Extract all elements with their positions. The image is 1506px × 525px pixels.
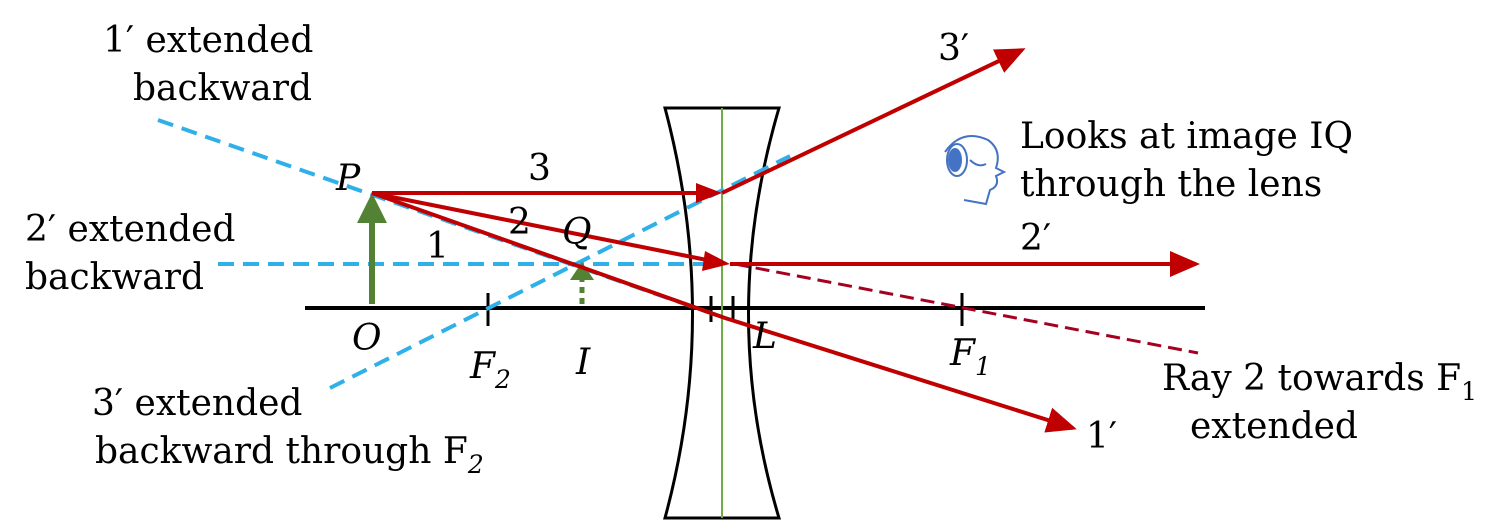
point-l-label: L <box>752 316 777 357</box>
point-o-label: O <box>352 318 382 359</box>
ray-3-incident-head <box>696 183 722 203</box>
ray2-extended-label-line2: extended <box>1190 406 1358 447</box>
ray-3-label: 3 <box>528 148 551 189</box>
ray-3-refracted <box>721 48 1026 195</box>
object-arrow-head <box>357 193 387 223</box>
ray-2-incident-head <box>702 251 730 271</box>
focus-f1-label: F1 <box>949 333 991 381</box>
point-i-label: I <box>575 342 591 383</box>
ray2-backward-label-line2: backward <box>25 257 204 298</box>
ray2-extended-label-line1: Ray 2 towards F1 <box>1162 358 1477 406</box>
point-p-label: P <box>335 158 361 199</box>
ray-1-incident <box>371 191 726 320</box>
concave-lens <box>663 106 782 520</box>
ray2-backward-label-line1: 2′ extended <box>25 209 235 250</box>
eye-caption-line1: Looks at image IQ <box>1020 116 1353 157</box>
ray1-backward-label-line2: backward <box>133 68 312 109</box>
point-q-label: Q <box>562 212 592 253</box>
image-arrow-head <box>570 262 594 280</box>
ray-2-label: 2 <box>508 202 531 243</box>
eye-icon <box>944 135 1007 206</box>
ray3-backward-label-line2: backward through F2 <box>95 431 484 479</box>
ray2-extension-to-f1 <box>734 262 1199 355</box>
ray-1-prime-label: 1′ <box>1086 416 1117 457</box>
focus-f2-label: F2 <box>469 346 511 394</box>
ray1-backward-label-line1: 1′ extended <box>103 20 313 61</box>
ray-2-prime-label: 2′ <box>1020 218 1051 259</box>
ray-1-refracted <box>724 316 1077 433</box>
ray-1-label: 1 <box>426 226 449 267</box>
ray3-backward-label-line1: 3′ extended <box>92 383 302 424</box>
ray-2-incident <box>371 191 713 263</box>
ray-3-prime-label: 3′ <box>938 28 969 69</box>
eye-caption-line2: through the lens <box>1020 164 1322 205</box>
